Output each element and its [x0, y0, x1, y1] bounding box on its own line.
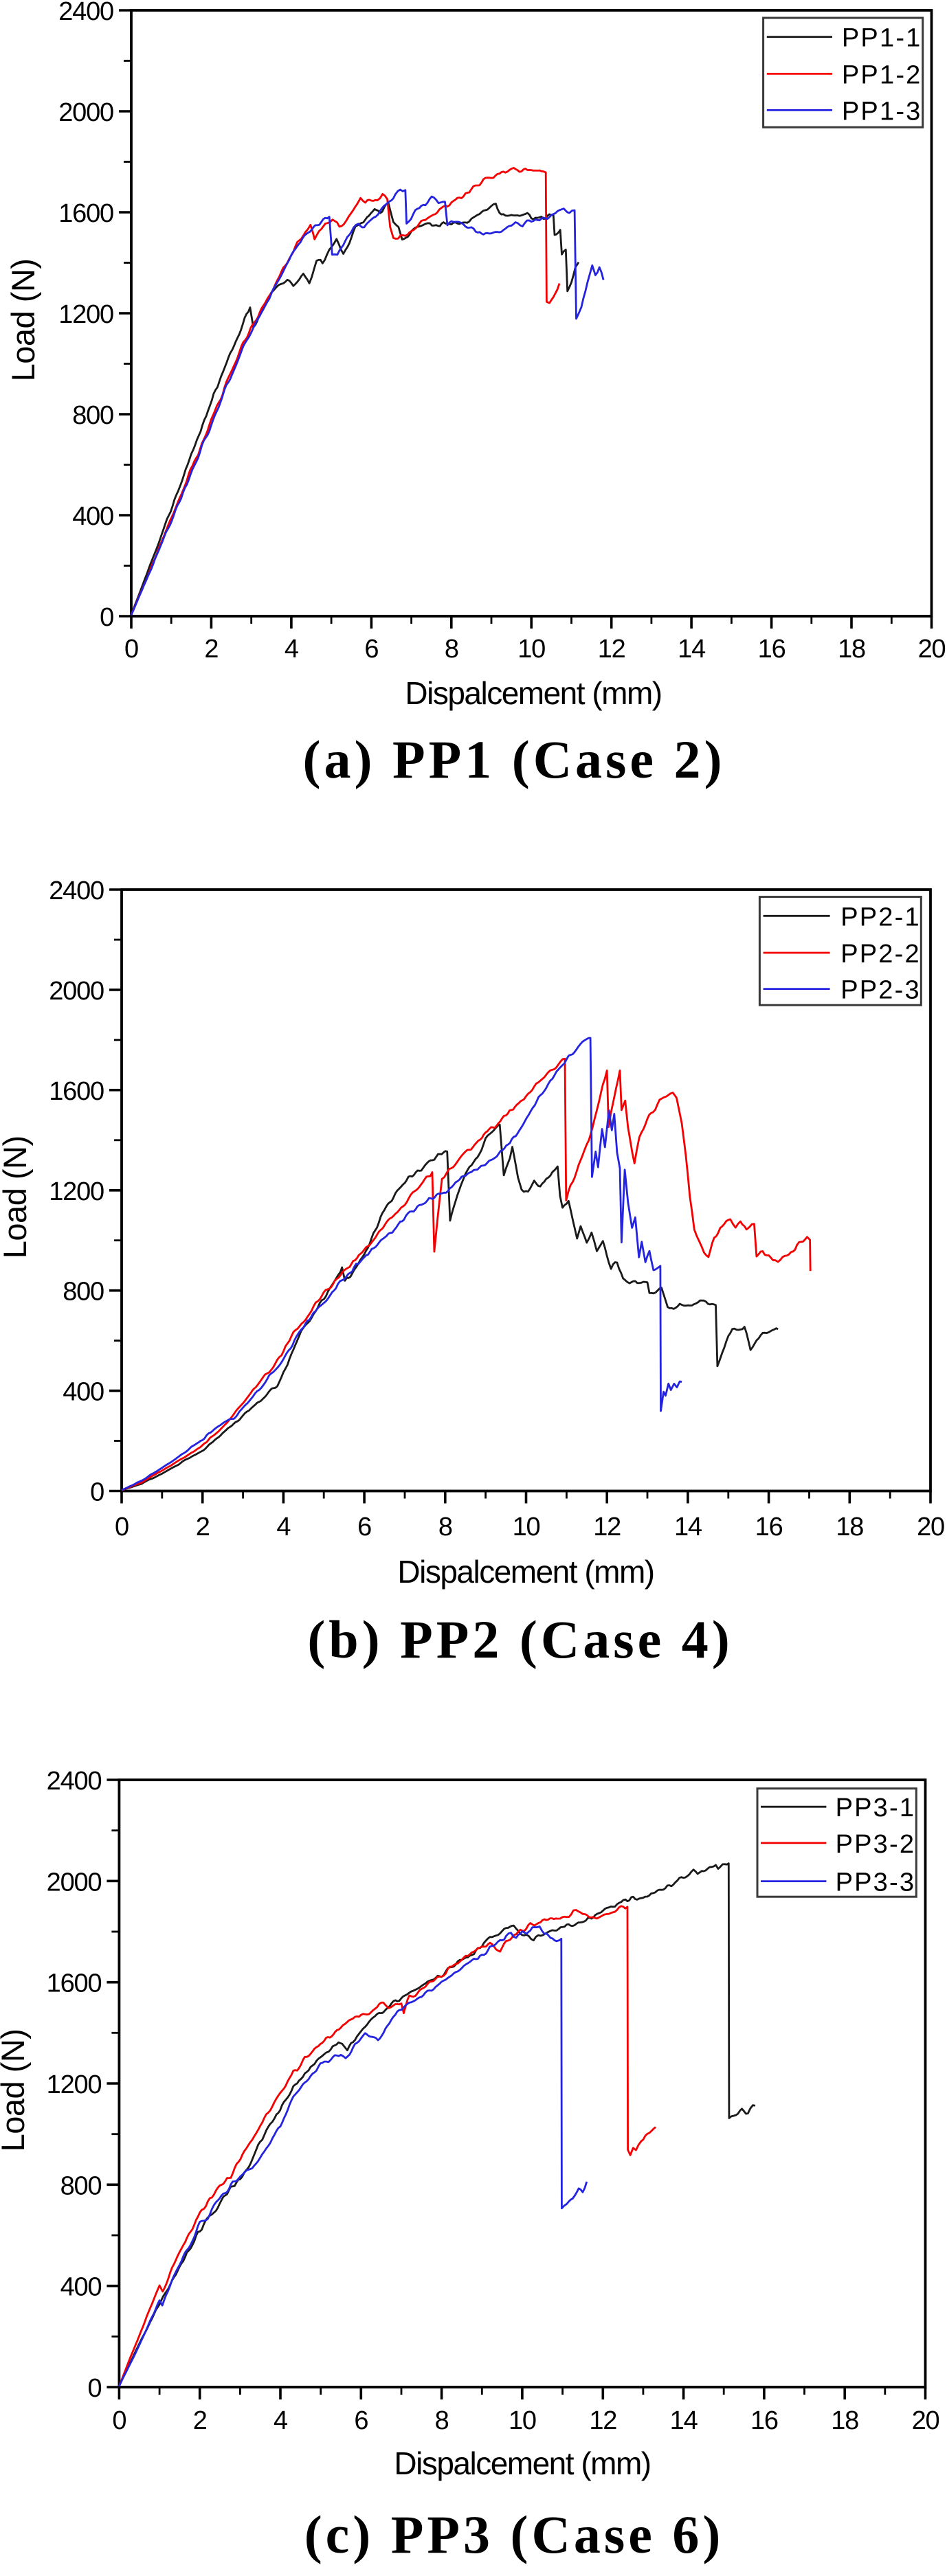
svg-text:Dispalcement (mm): Dispalcement (mm) [397, 1554, 654, 1590]
svg-text:1600: 1600 [47, 1969, 102, 1998]
svg-text:PP3-1: PP3-1 [836, 1794, 916, 1822]
svg-text:18: 18 [831, 2406, 858, 2435]
svg-text:2: 2 [193, 2406, 207, 2435]
svg-text:10: 10 [509, 2406, 536, 2435]
svg-text:0: 0 [87, 2374, 101, 2403]
svg-text:(c) PP3 (Case 6): (c) PP3 (Case 6) [304, 2505, 724, 2564]
svg-text:0: 0 [124, 635, 138, 664]
svg-text:14: 14 [674, 1513, 702, 1541]
svg-text:2000: 2000 [58, 98, 113, 127]
svg-text:Dispalcement (mm): Dispalcement (mm) [405, 675, 661, 711]
svg-text:8: 8 [445, 635, 458, 664]
svg-text:1600: 1600 [58, 199, 113, 228]
svg-text:0: 0 [115, 1513, 129, 1541]
svg-text:10: 10 [513, 1513, 540, 1541]
svg-text:2: 2 [196, 1513, 210, 1541]
svg-text:20: 20 [918, 635, 946, 664]
svg-text:18: 18 [838, 635, 865, 664]
svg-text:8: 8 [435, 2406, 449, 2435]
svg-text:1600: 1600 [49, 1077, 104, 1106]
svg-text:PP2-3: PP2-3 [840, 976, 921, 1005]
svg-text:2400: 2400 [49, 877, 104, 905]
svg-text:6: 6 [354, 2406, 368, 2435]
svg-text:PP3-2: PP3-2 [836, 1830, 916, 1859]
svg-text:PP3-3: PP3-3 [836, 1868, 916, 1897]
svg-text:800: 800 [60, 2171, 102, 2200]
svg-text:Load (N): Load (N) [0, 1136, 33, 1258]
svg-text:PP1-2: PP1-2 [842, 60, 922, 89]
svg-text:(b) PP2 (Case 4): (b) PP2 (Case 4) [307, 1609, 733, 1669]
svg-text:20: 20 [912, 2406, 939, 2435]
svg-text:PP2-2: PP2-2 [840, 940, 921, 969]
svg-text:400: 400 [72, 502, 113, 531]
svg-text:8: 8 [438, 1513, 452, 1541]
svg-text:12: 12 [589, 2406, 616, 2435]
svg-text:800: 800 [63, 1278, 104, 1307]
svg-text:PP1-1: PP1-1 [842, 24, 922, 53]
svg-text:4: 4 [276, 1513, 291, 1541]
svg-text:6: 6 [364, 635, 378, 664]
svg-text:(a) PP1 (Case 2): (a) PP1 (Case 2) [303, 730, 726, 789]
svg-text:Load (N): Load (N) [0, 2029, 31, 2152]
svg-text:4: 4 [274, 2406, 288, 2435]
svg-text:2000: 2000 [47, 1868, 102, 1897]
svg-text:Load (N): Load (N) [5, 259, 41, 382]
svg-text:14: 14 [678, 635, 706, 664]
svg-text:2400: 2400 [47, 1767, 102, 1796]
svg-text:10: 10 [517, 635, 545, 664]
svg-text:400: 400 [60, 2273, 102, 2302]
svg-text:1200: 1200 [58, 300, 113, 329]
svg-text:400: 400 [63, 1378, 104, 1407]
svg-text:16: 16 [755, 1513, 783, 1541]
svg-text:1200: 1200 [47, 2070, 102, 2099]
svg-text:1200: 1200 [49, 1177, 104, 1206]
svg-text:800: 800 [72, 401, 113, 430]
svg-text:0: 0 [90, 1478, 104, 1507]
svg-text:0: 0 [100, 603, 113, 632]
svg-text:20: 20 [917, 1513, 944, 1541]
svg-text:PP2-1: PP2-1 [840, 903, 921, 931]
svg-text:18: 18 [836, 1513, 863, 1541]
svg-text:Dispalcement (mm): Dispalcement (mm) [394, 2445, 650, 2481]
svg-text:2: 2 [204, 635, 218, 664]
svg-text:14: 14 [670, 2406, 698, 2435]
svg-text:PP1-3: PP1-3 [842, 97, 922, 126]
svg-text:6: 6 [357, 1513, 371, 1541]
svg-text:4: 4 [285, 635, 299, 664]
svg-text:2000: 2000 [49, 977, 104, 1006]
svg-text:16: 16 [750, 2406, 778, 2435]
svg-text:16: 16 [758, 635, 786, 664]
svg-text:12: 12 [598, 635, 625, 664]
svg-text:2400: 2400 [58, 0, 113, 26]
svg-text:0: 0 [112, 2406, 126, 2435]
svg-text:12: 12 [593, 1513, 621, 1541]
